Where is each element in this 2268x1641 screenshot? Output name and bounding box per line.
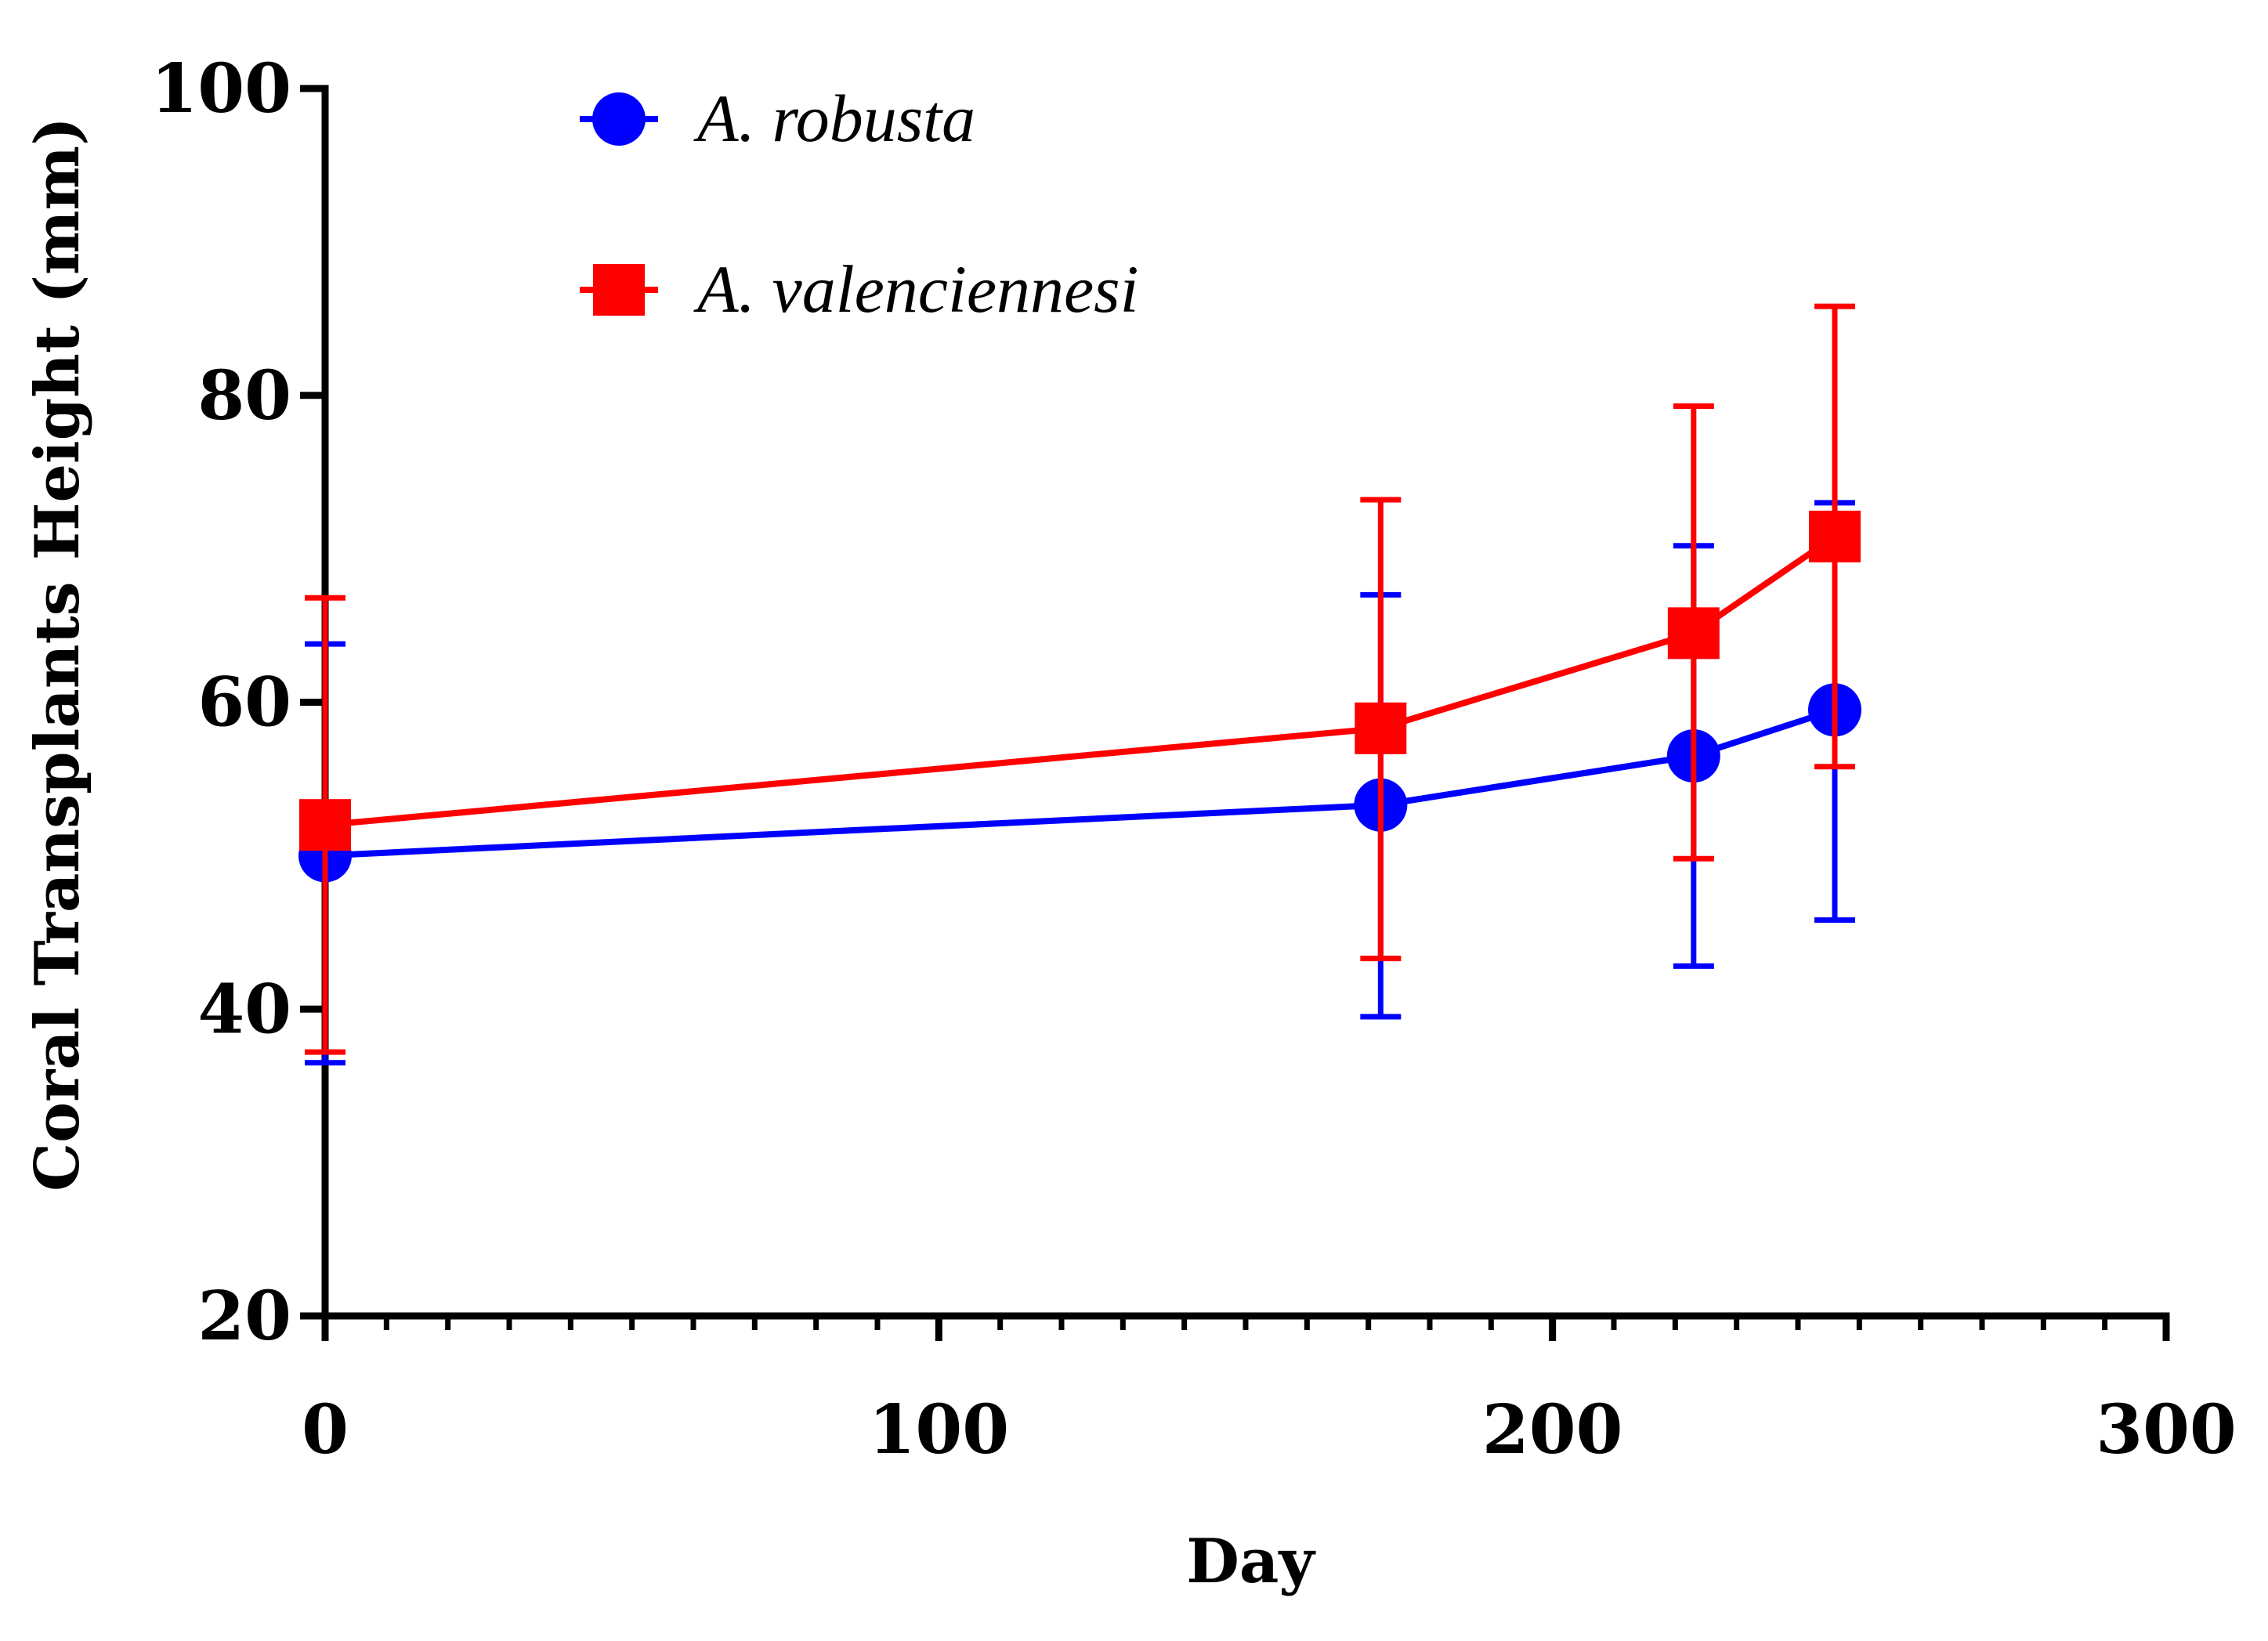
data-point xyxy=(1355,702,1407,754)
legend-item: A. valenciennesi xyxy=(580,251,1139,327)
y-tick-label: 40 xyxy=(197,970,291,1049)
series-line xyxy=(324,533,1837,829)
legend: A. robusta A. valenciennesi xyxy=(580,81,1139,327)
series-line xyxy=(324,707,1836,859)
data-point xyxy=(1667,607,1720,660)
data-point xyxy=(1809,510,1861,562)
x-tick-label: 300 xyxy=(2096,1390,2237,1469)
y-tick-label: 60 xyxy=(197,663,291,743)
legend-marker xyxy=(593,264,645,316)
data-point xyxy=(299,799,351,851)
y-tick-label: 80 xyxy=(197,356,291,436)
legend-item: A. robusta xyxy=(580,81,975,156)
series-1 xyxy=(298,500,1861,1066)
y-tick-label: 100 xyxy=(150,49,291,128)
y-tick-label: 20 xyxy=(197,1277,291,1356)
series-layer xyxy=(298,303,1861,1066)
x-tick-label: 200 xyxy=(1482,1390,1623,1469)
axes: 0 100 200 300 20 40 60 80 100 xyxy=(150,49,2236,1469)
legend-marker xyxy=(592,92,646,146)
legend-label: A. robusta xyxy=(693,81,975,156)
series-2 xyxy=(299,303,1861,1055)
x-axis-title: Day xyxy=(1186,1526,1316,1597)
legend-label: A. valenciennesi xyxy=(693,251,1139,327)
x-tick-label: 100 xyxy=(869,1390,1010,1469)
y-axis-title: Coral Transplants Height (mm) xyxy=(22,117,93,1191)
x-tick-label: 0 xyxy=(302,1390,349,1469)
